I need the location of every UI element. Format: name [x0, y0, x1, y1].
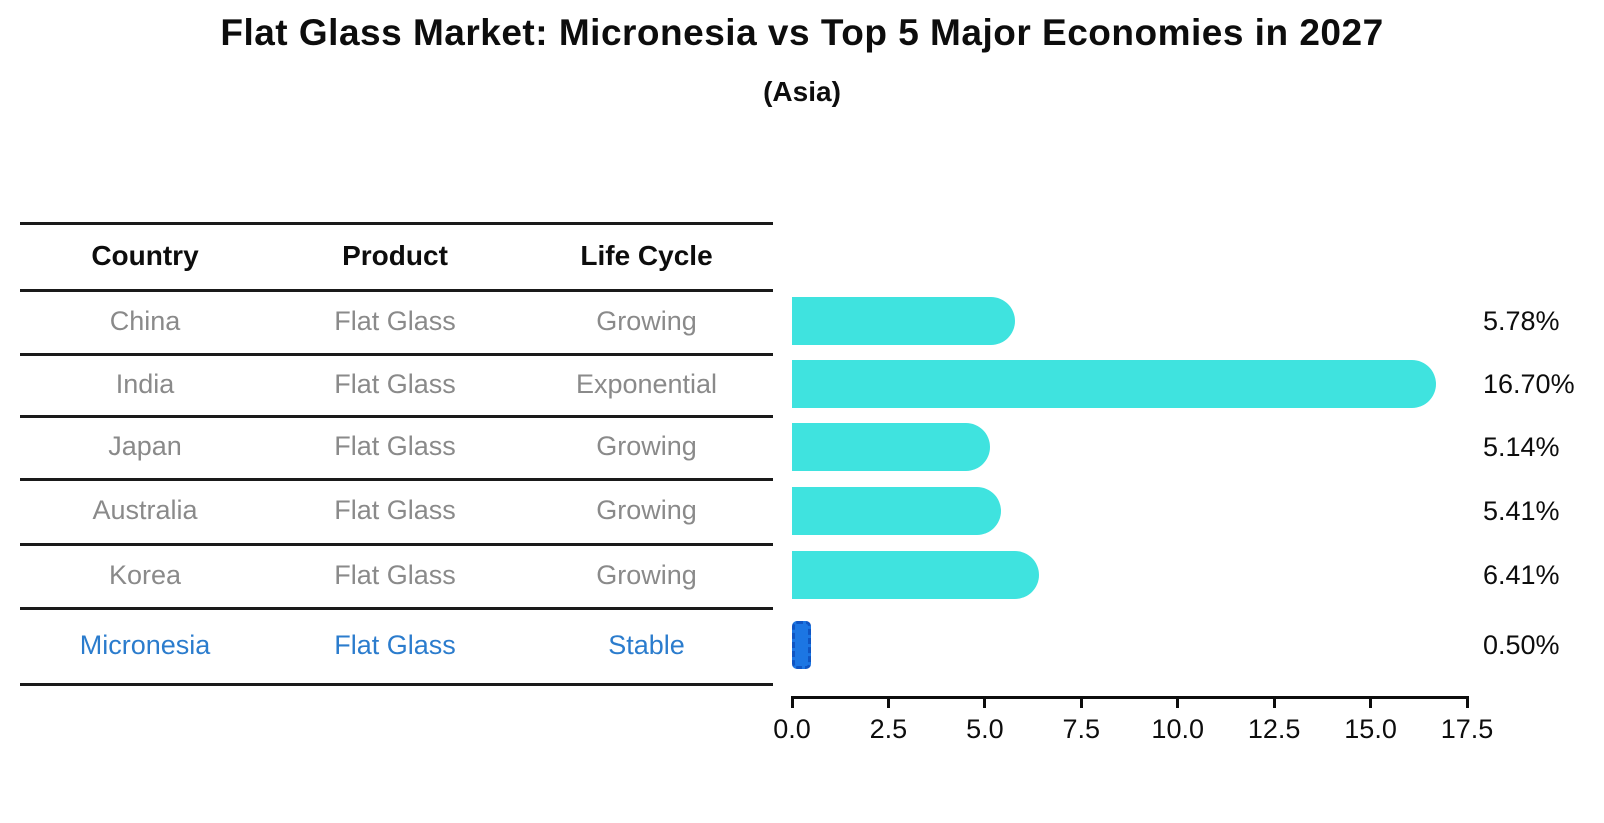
x-axis-tick-label: 5.0 [966, 714, 1004, 744]
x-axis-tick [983, 696, 987, 708]
x-axis-tick-label: 12.5 [1247, 714, 1301, 744]
x-axis-tick [1465, 696, 1469, 708]
table-cell-product: Flat Glass [334, 559, 456, 590]
x-axis-line [792, 696, 1469, 699]
column-header-country: Country [91, 239, 199, 271]
x-axis-tick [1272, 696, 1276, 708]
table-cell-life_cycle: Growing [596, 495, 697, 525]
column-header-product: Product [342, 239, 448, 271]
table-separator-line [20, 683, 773, 686]
bar-value-label: 16.70% [1483, 369, 1575, 399]
table-cell-country: Australia [92, 495, 198, 525]
bar-value-label: 5.78% [1483, 306, 1560, 336]
bar-highlight-micronesia [792, 621, 812, 669]
table-separator-line [20, 289, 773, 292]
x-axis-tick [886, 696, 890, 708]
table-cell-life_cycle: Exponential [575, 368, 718, 399]
chart-title: Flat Glass Market: Micronesia vs Top 5 M… [220, 12, 1384, 53]
x-axis-tick [1369, 696, 1373, 708]
bar-japan [792, 422, 991, 471]
bar-value-label: 5.41% [1483, 495, 1560, 526]
bar-value-label: 6.41% [1483, 560, 1560, 590]
table-cell-country: Japan [108, 431, 182, 461]
table-separator-line [20, 415, 773, 418]
table-separator-line [20, 543, 773, 546]
x-axis-tick [1079, 696, 1083, 708]
x-axis-tick-label: 17.5 [1440, 714, 1494, 744]
x-axis-tick-label: 15.0 [1344, 714, 1397, 744]
column-header-life-cycle: Life Cycle [580, 239, 713, 271]
x-axis-tick-label: 7.5 [1062, 714, 1101, 744]
table-separator-line [20, 607, 773, 610]
bar-value-label: 5.14% [1483, 431, 1560, 462]
x-axis-tick [790, 696, 794, 708]
table-cell-product: Flat Glass [334, 305, 456, 336]
chart-subtitle: (Asia) [763, 76, 841, 107]
table-cell-country: India [115, 368, 175, 399]
table-cell-life_cycle: Growing [596, 305, 697, 336]
x-axis-tick [1176, 696, 1180, 708]
table-cell-product: Flat Glass [334, 629, 456, 660]
table-cell-country: Korea [108, 559, 182, 590]
table-cell-product: Flat Glass [334, 431, 456, 461]
table-separator-line [20, 222, 773, 225]
x-axis-tick-label: 0.0 [773, 714, 811, 744]
table-cell-life_cycle: Growing [596, 559, 697, 590]
table-cell-country: China [109, 305, 181, 336]
table-separator-line [20, 478, 773, 481]
bar-australia [792, 486, 1001, 535]
table-cell-product: Flat Glass [334, 368, 456, 399]
bar-value-label: 0.50% [1483, 630, 1560, 660]
table-cell-life_cycle: Stable [608, 629, 685, 660]
bar-india [792, 360, 1437, 408]
x-axis-tick-label: 10.0 [1151, 714, 1204, 744]
table-separator-line [20, 353, 773, 356]
bar-china [792, 297, 1015, 345]
bar-korea [792, 551, 1040, 599]
table-cell-country: Micronesia [79, 629, 211, 660]
x-axis-tick-label: 2.5 [869, 714, 908, 744]
table-cell-product: Flat Glass [334, 495, 456, 525]
table-cell-life_cycle: Growing [596, 431, 697, 461]
